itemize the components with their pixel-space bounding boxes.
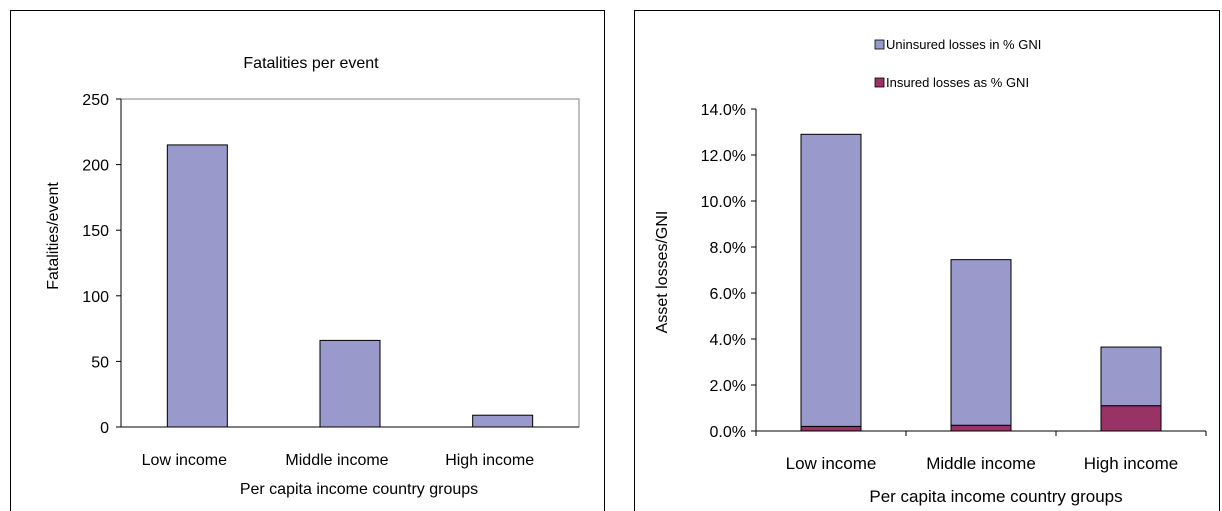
- y-tick-label: 10.0%: [701, 194, 746, 211]
- y-tick-label: 14.0%: [701, 102, 746, 119]
- bar: [472, 414, 534, 428]
- y-tick-label: 100: [82, 289, 109, 306]
- asset-losses-chart: Uninsured losses in % GNI Insured losses…: [654, 37, 1207, 506]
- y-tick-label: 50: [91, 354, 109, 371]
- x-axis-label: Per capita income country groups: [869, 487, 1122, 506]
- y-tick-label: 0.0%: [710, 424, 746, 441]
- x-tick-label: Low income: [142, 452, 227, 469]
- y-tick-label: 200: [82, 158, 109, 175]
- bar: [319, 339, 381, 428]
- y-tick-label: 150: [82, 223, 109, 240]
- bar-uninsured: [800, 133, 862, 427]
- y-axis-label: Fatalities/event: [45, 182, 62, 290]
- y-axis-label: Asset losses/GNI: [654, 211, 671, 334]
- legend-label-insured: Insured losses as % GNI: [886, 75, 1029, 90]
- legend-swatch-uninsured: [874, 39, 885, 50]
- y-tick-label: 4.0%: [710, 332, 746, 349]
- bar-insured: [800, 425, 862, 432]
- x-tick-label: High income: [445, 452, 534, 469]
- fatalities-chart-panel: Fatalities per event Fatalities/event Pe…: [10, 10, 605, 511]
- asset-losses-chart-panel: Uninsured losses in % GNI Insured losses…: [634, 10, 1220, 511]
- y-tick-label: 250: [82, 92, 109, 109]
- bar-uninsured: [950, 259, 1012, 426]
- y-tick-label: 2.0%: [710, 378, 746, 395]
- x-axis-label: Per capita income country groups: [240, 481, 478, 498]
- bar: [166, 144, 228, 428]
- x-tick-label: High income: [1084, 454, 1179, 473]
- legend-label-uninsured: Uninsured losses in % GNI: [886, 37, 1041, 52]
- y-tick-label: 0: [100, 420, 109, 437]
- y-tick-label: 12.0%: [701, 148, 746, 165]
- bar-insured: [1100, 405, 1162, 432]
- y-tick-label: 8.0%: [710, 240, 746, 257]
- bar-insured: [950, 424, 1012, 432]
- x-tick-label: Low income: [786, 454, 877, 473]
- chart-title: Fatalities per event: [243, 55, 379, 72]
- fatalities-chart: Fatalities per event Fatalities/event Pe…: [45, 55, 580, 498]
- x-tick-label: Middle income: [926, 454, 1036, 473]
- legend-swatch-insured: [874, 77, 885, 88]
- x-tick-label: Middle income: [285, 452, 388, 469]
- bar-uninsured: [1100, 346, 1162, 407]
- y-tick-label: 6.0%: [710, 286, 746, 303]
